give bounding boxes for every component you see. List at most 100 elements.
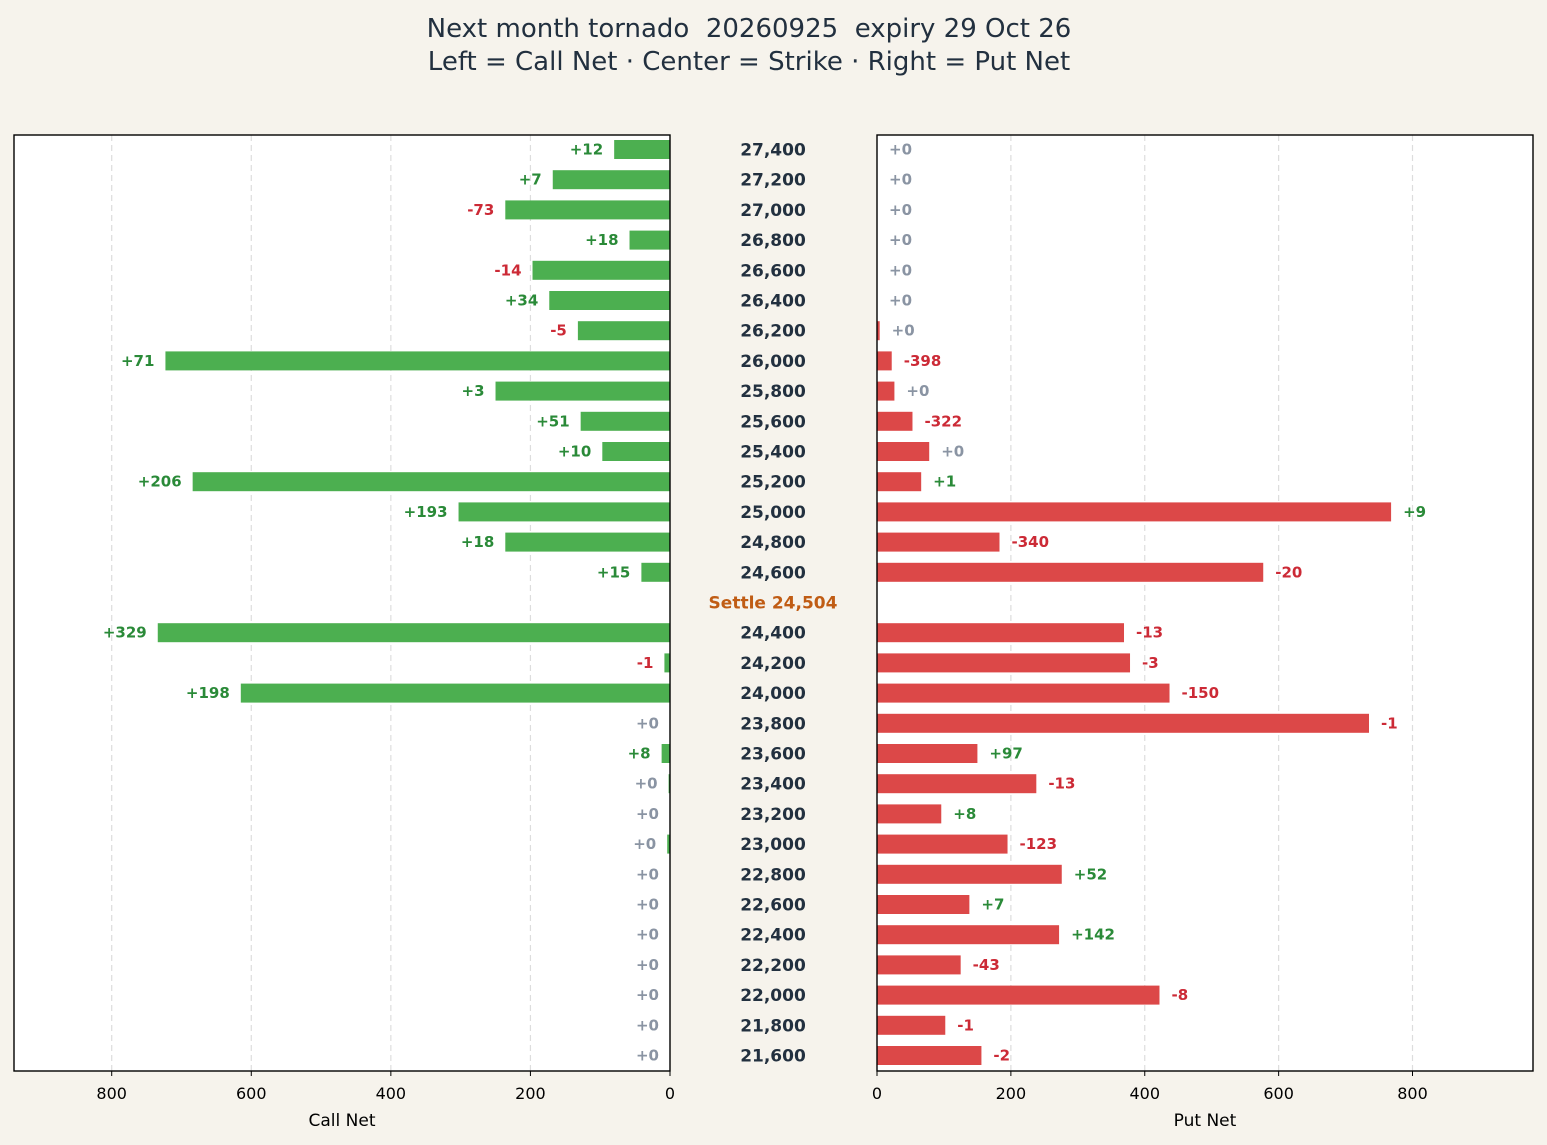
call-bars [157,140,670,854]
call-bar [458,502,670,522]
call-change-label: -1 [637,654,654,672]
put-change-label: +0 [889,141,912,159]
put-value-labels: +0 +0 +0 +0 +0 +0 +0 -398 +0 -322 +0 +1 +9 -340 -20 -13… [889,141,1426,1065]
call-change-label: -14 [494,261,521,279]
call-bar [240,683,670,703]
call-bar [532,260,670,280]
put-tick-label: 400 [1129,1084,1160,1103]
call-change-label: +0 [636,896,659,914]
call-change-label: +18 [585,231,618,249]
call-axis-ticks: 800 600 400 200 0 [96,1071,675,1103]
put-change-label: +0 [892,322,915,340]
call-tick-label: 800 [96,1084,127,1103]
call-change-label: +198 [186,684,230,702]
put-bar [877,774,1037,794]
strike-label: 22,600 [740,896,806,916]
call-panel-frame [13,134,671,1072]
call-change-label: +193 [404,503,448,521]
call-change-label: +0 [636,1016,659,1034]
put-change-label: +97 [989,745,1022,763]
strike-label: 24,800 [740,533,806,553]
call-bar [505,532,670,552]
call-change-label: +329 [103,624,147,642]
strike-label: 23,200 [740,805,806,825]
strike-labels: 27,400 27,200 27,000 26,800 26,600 26,400 26,2… [740,141,806,1067]
call-change-label: +18 [461,533,494,551]
put-bar [877,502,1392,522]
put-change-label: -398 [904,352,942,370]
call-panel: +12 +7 -73 +18 -14 +34 -5 +71 +3 +51 +10 +206 +193 +1… [13,134,675,1131]
put-bar [877,1046,982,1065]
call-bar [580,411,670,431]
strike-label: 25,400 [740,443,806,463]
call-bar [165,351,670,371]
strike-label: 23,800 [740,714,806,734]
strike-label: 25,000 [740,503,806,523]
strike-label: 26,800 [740,231,806,251]
put-tick-label: 0 [872,1084,882,1103]
call-axis-label: Call Net [309,1111,376,1131]
put-change-label: +0 [906,382,929,400]
strike-label: 22,000 [740,986,806,1006]
put-change-label: +0 [889,201,912,219]
call-bar [667,834,670,854]
put-bar [877,321,880,341]
call-change-label: +15 [597,563,630,581]
call-change-label: +34 [505,292,538,310]
call-bar [614,140,670,159]
call-change-label: +0 [636,926,659,944]
put-change-label: -1 [957,1016,974,1034]
put-bar [877,351,892,371]
chart-title-line-2: Left = Call Net · Center = Strike · Righ… [428,47,1070,77]
put-change-label: +0 [889,171,912,189]
strike-label: 21,600 [740,1047,806,1067]
put-axis-label: Put Net [1174,1111,1237,1131]
put-change-label: -150 [1182,684,1220,702]
put-bar [877,623,1125,643]
put-bar [877,442,930,461]
strike-label: 22,400 [740,926,806,946]
strike-label: 25,800 [740,382,806,402]
call-bar [505,200,670,220]
call-tick-label: 400 [376,1084,407,1103]
call-bar [629,230,670,250]
put-change-label: -8 [1171,986,1188,1004]
put-tick-label: 600 [1263,1084,1294,1103]
put-change-label: -2 [993,1047,1010,1065]
put-change-label: -13 [1048,775,1075,793]
put-change-label: -20 [1275,563,1302,581]
put-change-label: -123 [1020,835,1058,853]
call-change-label: +10 [558,443,591,461]
put-bar [877,653,1131,673]
strike-label: 25,600 [740,412,806,432]
put-change-label: -13 [1136,624,1163,642]
put-change-label: +9 [1403,503,1426,521]
put-bar [877,381,895,401]
put-change-label: +0 [941,443,964,461]
call-value-labels: +12 +7 -73 +18 -14 +34 -5 +71 +3 +51 +10 +206 +193 +1… [103,141,659,1065]
put-change-label: -3 [1142,654,1159,672]
strike-label: 27,400 [740,141,806,161]
put-change-label: -322 [924,412,962,430]
call-change-label: +0 [636,865,659,883]
put-bars [877,321,1392,1065]
call-change-label: +8 [628,745,651,763]
strike-label: 22,200 [740,956,806,976]
put-bar [877,834,1008,854]
strike-label: 27,000 [740,201,806,221]
put-change-label: +142 [1071,926,1115,944]
call-change-label: +0 [636,986,659,1004]
strike-label: 26,000 [740,352,806,372]
put-bar [877,804,942,824]
put-bar [877,864,1062,884]
put-tick-label: 800 [1397,1084,1428,1103]
call-change-label: +0 [635,775,658,793]
put-bar [877,955,961,975]
call-bar [157,623,670,643]
put-change-label: +52 [1074,865,1107,883]
call-change-label: -73 [467,201,494,219]
call-bar [602,442,670,461]
call-bar [549,291,670,310]
strike-label: 24,600 [740,563,806,583]
call-change-label: +0 [636,956,659,974]
